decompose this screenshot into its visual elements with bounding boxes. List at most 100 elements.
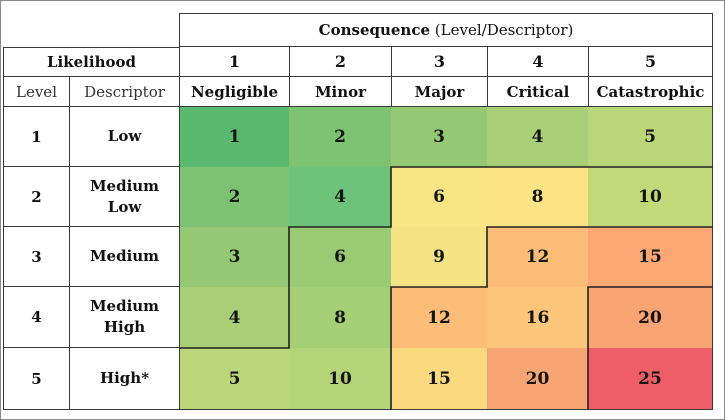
risk-score-cell: 12 [391,287,487,348]
risk-score-value: 12 [427,307,451,328]
risk-score-cell: 4 [289,167,391,227]
risk-score-value: 25 [638,368,662,389]
likelihood-descriptor-line: Medium [89,176,160,195]
likelihood-descriptor-line: High [103,318,146,336]
consequence-level-3: 3 [391,47,487,77]
risk-score-cell: 10 [588,167,713,227]
consequence-level-number: 2 [334,52,347,71]
likelihood-descriptor-5: High* [70,348,179,410]
risk-score-value: 6 [433,187,445,207]
level-column-header: Level [3,77,70,107]
likelihood-level-4: 4 [3,287,70,348]
risk-score-cell: 9 [391,227,487,287]
risk-score-value: 5 [228,368,241,389]
risk-score-cell: 5 [179,348,289,410]
risk-score-cell: 4 [179,287,289,348]
consequence-descriptor-2: Minor [289,77,391,107]
risk-score-value: 4 [531,127,544,147]
risk-score-value: 8 [531,187,544,207]
risk-score-cell: 6 [289,227,391,287]
likelihood-descriptor-4: Medium High [70,287,179,348]
likelihood-descriptor-2: Medium Low [70,167,179,227]
consequence-level-5: 5 [588,47,713,77]
likelihood-descriptor-line: Low [107,197,142,216]
consequence-descriptor-1: Negligible [179,77,289,107]
risk-score-value: 2 [228,187,241,207]
risk-score-value: 15 [427,368,451,389]
likelihood-descriptor-line: Medium [89,297,160,315]
descriptor-column-header: Descriptor [70,77,179,107]
consequence-level-number: 3 [433,52,446,71]
consequence-descriptor-5: Catastrophic [588,77,713,107]
consequence-level-number: 5 [644,52,657,71]
risk-score-value: 5 [644,127,656,147]
risk-score-cell: 4 [487,107,588,167]
consequence-descriptor-4: Critical [487,77,588,107]
consequence-level-number: 1 [228,52,241,71]
likelihood-level-5: 5 [3,348,70,410]
risk-score-cell: 8 [289,287,391,348]
risk-score-value: 1 [228,127,241,147]
likelihood-descriptor-line: High* [99,369,150,387]
likelihood-descriptor-1: Low [70,107,179,167]
likelihood-descriptor-3: Medium [70,227,179,287]
consequence-descriptor-label: Negligible [190,82,279,101]
risk-score-cell: 10 [289,348,391,410]
risk-score-value: 4 [334,187,346,207]
risk-score-cell: 15 [588,227,713,287]
risk-score-cell: 25 [588,348,713,410]
consequence-header: Consequence (Level/Descriptor) [179,13,713,47]
consequence-descriptor-label: Minor [314,82,367,101]
risk-score-value: 6 [334,247,346,267]
risk-score-value: 4 [228,307,241,328]
risk-score-value: 9 [433,247,445,267]
risk-score-cell: 3 [179,227,289,287]
likelihood-level-1: 1 [3,107,70,167]
consequence-title: Consequence [318,21,431,39]
consequence-subtitle: (Level/Descriptor) [434,21,574,39]
risk-score-value: 3 [228,247,241,267]
risk-score-value: 12 [525,247,550,267]
risk-score-value: 16 [525,307,550,328]
consequence-level-2: 2 [289,47,391,77]
risk-score-value: 2 [334,127,346,147]
level-header-label: Level [16,82,57,101]
risk-score-cell: 2 [179,167,289,227]
risk-score-value: 20 [525,368,550,389]
likelihood-level-number: 4 [31,308,42,326]
risk-score-value: 20 [638,307,662,328]
risk-score-cell: 20 [588,287,713,348]
risk-score-value: 10 [638,187,662,207]
consequence-descriptor-3: Major [391,77,487,107]
likelihood-title: Likelihood [47,53,136,71]
likelihood-level-2: 2 [3,167,70,227]
consequence-level-number: 4 [532,52,544,71]
risk-score-cell: 3 [391,107,487,167]
risk-score-value: 15 [638,247,662,267]
risk-score-cell: 2 [289,107,391,167]
risk-score-value: 8 [334,307,346,328]
risk-score-cell: 20 [487,348,588,410]
descriptor-header-label: Descriptor [84,82,165,101]
likelihood-level-number: 1 [31,127,42,146]
consequence-descriptor-label: Catastrophic [596,82,705,101]
likelihood-level-number: 5 [31,369,42,388]
consequence-level-4: 4 [487,47,588,77]
risk-score-cell: 12 [487,227,588,287]
likelihood-header: Likelihood [3,47,179,77]
risk-score-value: 3 [433,127,445,147]
likelihood-level-number: 3 [31,247,42,266]
risk-score-cell: 5 [588,107,713,167]
risk-score-cell: 6 [391,167,487,227]
consequence-descriptor-label: Major [414,82,465,101]
risk-score-cell: 15 [391,348,487,410]
risk-score-cell: 8 [487,167,588,227]
likelihood-level-3: 3 [3,227,70,287]
risk-score-cell: 16 [487,287,588,348]
likelihood-level-number: 2 [31,187,42,206]
consequence-level-1: 1 [179,47,289,77]
likelihood-descriptor-line: Low [107,127,142,145]
risk-score-cell: 1 [179,107,289,167]
consequence-descriptor-label: Critical [506,82,570,101]
likelihood-descriptor-line: Medium [89,247,160,265]
